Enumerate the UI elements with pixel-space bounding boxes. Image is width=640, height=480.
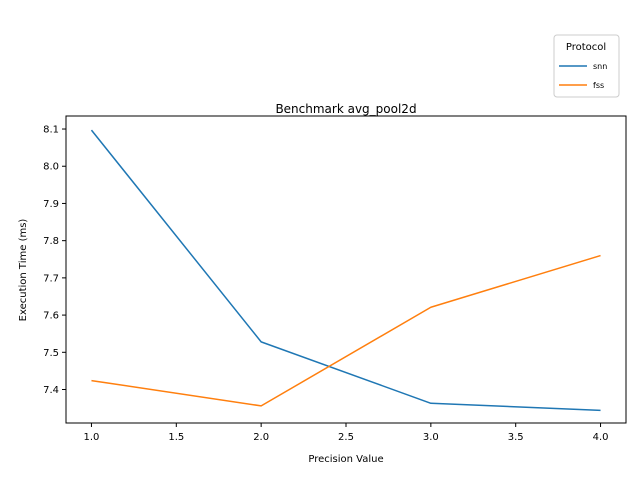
y-tick-label: 7.9 — [43, 199, 59, 210]
plot-area: 1.0 1.5 2.0 2.5 3.0 3.5 4.0 7.4 7.5 7.6 7.7 7.8 7.9… — [43, 115, 627, 443]
y-tick-label: 7.8 — [43, 236, 59, 247]
x-tick-label: 3.5 — [508, 432, 524, 443]
x-axis-label: Precision Value — [308, 454, 383, 465]
legend: Protocol snn fss — [553, 34, 620, 98]
series-line-snn — [90, 129, 601, 412]
x-axis-ticks: 1.0 1.5 2.0 2.5 3.0 3.5 4.0 — [84, 423, 609, 443]
x-tick-label: 4.0 — [593, 432, 609, 443]
x-tick-label: 1.0 — [84, 432, 100, 443]
series-layer — [90, 129, 601, 412]
y-tick-label: 8.1 — [43, 125, 59, 136]
y-tick-label: 7.4 — [43, 385, 59, 396]
y-tick-label: 7.7 — [43, 273, 59, 284]
y-tick-label: 7.5 — [43, 348, 59, 359]
x-tick-label: 2.5 — [338, 432, 354, 443]
legend-label-snn: snn — [593, 62, 607, 71]
y-tick-label: 7.6 — [43, 311, 59, 322]
legend-title: Protocol — [566, 42, 606, 53]
y-tick-label: 8.0 — [43, 162, 59, 173]
legend-label-fss: fss — [593, 81, 604, 90]
series-line-fss — [91, 254, 601, 407]
y-axis-ticks: 7.4 7.5 7.6 7.7 7.8 7.9 8.0 8.1 — [43, 125, 66, 396]
x-tick-label: 3.0 — [423, 432, 439, 443]
x-tick-label: 1.5 — [168, 432, 184, 443]
chart-title: Benchmark avg_pool2d — [275, 102, 416, 116]
legend-items: snn fss — [559, 62, 607, 90]
y-axis-label: Execution Time (ms) — [18, 219, 29, 322]
x-tick-label: 2.0 — [253, 432, 269, 443]
